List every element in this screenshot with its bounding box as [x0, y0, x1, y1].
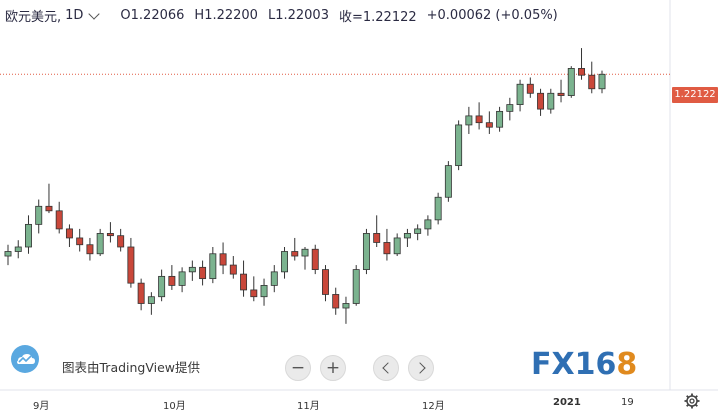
- candle-up: [188, 266, 196, 273]
- candle-down: [322, 269, 329, 295]
- candle-up: [393, 237, 401, 255]
- candle-down: [106, 233, 114, 237]
- candle-up: [96, 233, 104, 255]
- candle-up: [352, 269, 360, 304]
- candle-up: [178, 271, 186, 286]
- last-price-tag: 1.22122: [672, 87, 718, 103]
- candle-down: [250, 289, 258, 298]
- chevron-down-icon[interactable]: [88, 7, 101, 20]
- candle-down: [475, 115, 483, 124]
- candle-down: [65, 228, 73, 239]
- x-axis-label-19: 19: [621, 397, 634, 408]
- candle-up: [4, 251, 12, 257]
- candlestick-series: [4, 48, 606, 324]
- scroll-right-button[interactable]: [408, 355, 434, 381]
- logo-8: 8: [616, 347, 638, 382]
- candle-up: [342, 303, 350, 309]
- candle-up: [424, 219, 432, 230]
- candle-up: [35, 205, 43, 225]
- tradingview-attribution[interactable]: 图表由TradingView提供: [62, 360, 201, 375]
- candle-down: [137, 282, 145, 304]
- candle-down: [229, 264, 237, 275]
- candle-up: [362, 233, 370, 270]
- x-axis-label-dec: 12月: [422, 401, 445, 412]
- change-value: +0.00062 (+0.05%): [426, 8, 558, 23]
- candle-up: [403, 233, 411, 239]
- low-value: L1.22003: [267, 8, 329, 23]
- open-value: O1.22066: [120, 8, 185, 23]
- candle-down: [526, 83, 534, 94]
- logo-fx: FX: [531, 347, 575, 382]
- candle-up: [414, 228, 422, 234]
- candle-up: [547, 92, 555, 110]
- candle-down: [168, 275, 176, 286]
- chevron-right-icon: [413, 362, 426, 374]
- zoom-out-button[interactable]: −: [285, 355, 311, 381]
- candle-up: [434, 196, 442, 221]
- candle-down: [45, 205, 53, 212]
- tradingview-logo-icon[interactable]: [11, 345, 39, 373]
- candle-up: [147, 296, 155, 304]
- zoom-in-button[interactable]: +: [320, 355, 346, 381]
- gear-icon[interactable]: [684, 393, 700, 409]
- candle-down: [373, 233, 381, 243]
- symbol-label[interactable]: 欧元美元,: [5, 10, 62, 25]
- candle-down: [588, 74, 596, 90]
- candle-up: [598, 73, 606, 90]
- candle-up: [496, 110, 504, 128]
- x-axis-label-nov: 11月: [297, 401, 320, 412]
- candle-down: [383, 242, 391, 255]
- candle-down: [219, 253, 227, 266]
- candle-up: [301, 248, 309, 257]
- fx168-logo: FX168: [531, 347, 637, 382]
- candle-down: [117, 235, 125, 248]
- candle-up: [455, 124, 463, 167]
- candle-up: [567, 68, 575, 96]
- candle-down: [311, 248, 319, 270]
- candle-down: [578, 68, 585, 76]
- x-axis-label-2021: 2021: [553, 397, 581, 408]
- candle-up: [444, 165, 452, 198]
- candle-up: [209, 253, 217, 280]
- candle-down: [55, 210, 63, 230]
- chevron-left-icon: [381, 362, 394, 374]
- candle-down: [332, 294, 340, 309]
- candle-up: [260, 285, 268, 298]
- candle-up: [14, 246, 22, 252]
- candle-up: [25, 223, 32, 248]
- x-axis-label-sep: 9月: [33, 401, 50, 412]
- candle-up: [281, 251, 288, 273]
- candle-up: [506, 104, 514, 112]
- candle-down: [291, 251, 299, 257]
- minus-icon: −: [290, 358, 306, 378]
- x-axis-label-oct: 10月: [163, 401, 186, 412]
- candle-down: [127, 246, 135, 284]
- timeframe-label[interactable]: 1D: [65, 8, 84, 23]
- scroll-left-button[interactable]: [373, 355, 399, 381]
- candle-down: [537, 92, 545, 110]
- candle-down: [199, 266, 207, 280]
- close-value: 收=1.22122: [338, 10, 417, 25]
- logo-16: 16: [574, 347, 617, 382]
- candle-up: [516, 83, 524, 105]
- high-value: H1.22200: [194, 8, 258, 23]
- chart-header: 欧元美元, 1D O1.22066 H1.22200 L1.22003 收=1.…: [5, 6, 568, 25]
- cloud-icon: [17, 354, 35, 364]
- candle-up: [465, 115, 473, 126]
- candle-up: [158, 275, 166, 298]
- candle-down: [557, 92, 565, 96]
- candle-up: [270, 271, 278, 286]
- candle-down: [86, 244, 94, 255]
- candle-down: [76, 237, 84, 246]
- candle-down: [240, 273, 248, 291]
- plus-icon: +: [325, 358, 341, 378]
- candle-down: [485, 122, 493, 128]
